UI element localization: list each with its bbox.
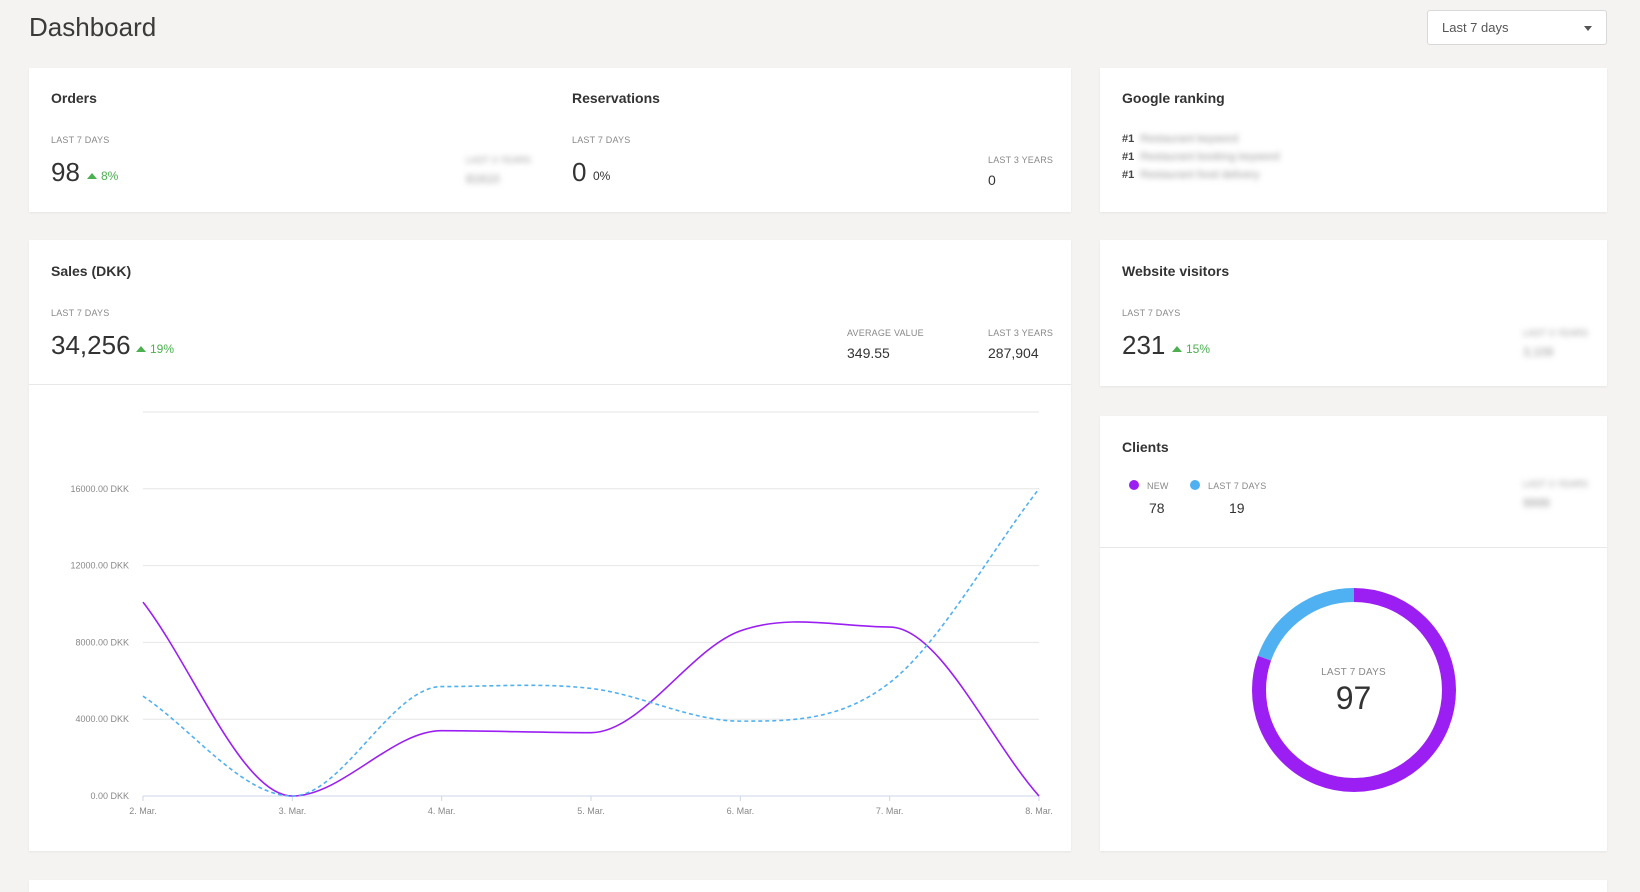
clients-new-value: 78 bbox=[1149, 500, 1165, 516]
sales-total-caption: LAST 3 YEARS bbox=[988, 328, 1054, 338]
ranking-keyword: Restaurant booking keyword bbox=[1140, 151, 1280, 163]
orders-caption: LAST 7 DAYS bbox=[51, 135, 110, 145]
sales-delta-text: 19% bbox=[150, 342, 175, 356]
ranking-position: #1 bbox=[1122, 169, 1135, 181]
x-tick-label: 4. Mar. bbox=[428, 806, 456, 816]
y-tick-label: 16000.00 DKK bbox=[70, 484, 129, 494]
sales-card: Sales (DKK) LAST 7 DAYS 34,256 19% AVERA… bbox=[29, 240, 1071, 851]
bottom-card bbox=[29, 880, 1607, 892]
clients-last7-value: 19 bbox=[1229, 500, 1245, 516]
sales-avg-caption: AVERAGE VALUE bbox=[847, 328, 924, 338]
orders-value: 98 bbox=[51, 157, 80, 187]
legend-new-label: NEW bbox=[1147, 481, 1169, 491]
visitors-title: Website visitors bbox=[1122, 263, 1230, 279]
sales-chart: 0.00 DKK 4000.00 DKK 8000.00 DKK 12000.00 D… bbox=[70, 411, 1053, 816]
y-tick-label: 12000.00 DKK bbox=[70, 561, 129, 571]
donut-segment-1 bbox=[1252, 588, 1456, 792]
legend-last7-label: LAST 7 DAYS bbox=[1208, 481, 1267, 491]
x-tick-label: 7. Mar. bbox=[876, 806, 904, 816]
reservations-value: 0 bbox=[572, 157, 587, 187]
sales-delta: 19% bbox=[136, 342, 174, 356]
x-tick-label: 2. Mar. bbox=[129, 806, 157, 816]
trend-up-icon bbox=[1172, 346, 1182, 352]
x-tick-label: 8. Mar. bbox=[1025, 806, 1053, 816]
reservations-side-caption: LAST 3 YEARS bbox=[988, 155, 1054, 165]
trend-up-icon bbox=[136, 346, 146, 352]
clients-divider bbox=[1100, 547, 1607, 548]
period-select-value: Last 7 days bbox=[1442, 20, 1509, 35]
clients-side-caption: LAST 3 YEARS bbox=[1523, 479, 1589, 489]
donut-caption: LAST 7 DAYS bbox=[1321, 667, 1386, 678]
ranking-row: #1 Restaurant booking keyword bbox=[1122, 151, 1280, 163]
clients-title: Clients bbox=[1122, 439, 1169, 455]
y-tick-label: 0.00 DKK bbox=[90, 791, 129, 801]
legend-dot-new bbox=[1129, 480, 1139, 490]
orders-title: Orders bbox=[51, 90, 97, 106]
sales-caption: LAST 7 DAYS bbox=[51, 308, 110, 318]
sales-title: Sales (DKK) bbox=[51, 263, 132, 279]
visitors-side-caption: LAST 3 YEARS bbox=[1523, 328, 1589, 338]
caret-down-icon bbox=[1584, 26, 1592, 31]
page-title: Dashboard bbox=[29, 12, 157, 42]
visitors-delta: 15% bbox=[1172, 342, 1210, 356]
reservations-side-value: 0 bbox=[988, 172, 996, 188]
orders-side-caption: LAST 3 YEARS bbox=[466, 155, 532, 165]
legend-dot-last7 bbox=[1190, 480, 1200, 490]
orders-delta-text: 8% bbox=[101, 169, 119, 183]
clients-card: Clients NEW 78 LAST 7 DAYS 19 LAST 3 YEA… bbox=[1100, 416, 1607, 851]
x-tick-label: 5. Mar. bbox=[577, 806, 605, 816]
website-visitors-card: Website visitors LAST 7 DAYS 231 15% LAS… bbox=[1100, 240, 1607, 386]
period-select[interactable]: Last 7 days bbox=[1427, 10, 1607, 45]
sales-total-value: 287,904 bbox=[988, 345, 1039, 361]
clients-donut-chart bbox=[1252, 588, 1456, 792]
ranking-row: #1 Restaurant keyword bbox=[1122, 133, 1238, 145]
sales-value: 34,256 bbox=[51, 330, 131, 360]
donut-value: 97 bbox=[1335, 680, 1372, 716]
y-tick-label: 8000.00 DKK bbox=[75, 637, 129, 647]
clients-side-value: 9999 bbox=[1523, 496, 1550, 510]
google-ranking-card: Google ranking #1 Restaurant keyword #1 Re… bbox=[1100, 68, 1607, 212]
trend-up-icon bbox=[87, 173, 97, 179]
google-ranking-title: Google ranking bbox=[1122, 90, 1225, 106]
ranking-keyword: Restaurant keyword bbox=[1140, 133, 1239, 145]
visitors-side-value: 3,109 bbox=[1523, 345, 1554, 359]
reservations-delta: 0% bbox=[593, 169, 611, 183]
series-line-0 bbox=[142, 601, 1040, 797]
orders-delta: 8% bbox=[87, 169, 118, 183]
ranking-keyword: Restaurant food delivery bbox=[1140, 169, 1260, 181]
ranking-position: #1 bbox=[1122, 151, 1135, 163]
visitors-caption: LAST 7 DAYS bbox=[1122, 308, 1181, 318]
x-tick-label: 3. Mar. bbox=[279, 806, 307, 816]
ranking-row: #1 Restaurant food delivery bbox=[1122, 169, 1259, 181]
orders-reservations-card: Orders LAST 7 DAYS 98 8% LAST 3 YEARS 81… bbox=[29, 68, 1071, 212]
visitors-value: 231 bbox=[1122, 330, 1166, 360]
orders-side-value: 81610 bbox=[466, 172, 500, 186]
reservations-title: Reservations bbox=[572, 90, 660, 106]
sales-divider bbox=[29, 384, 1071, 385]
visitors-delta-text: 15% bbox=[1186, 342, 1211, 356]
sales-avg-value: 349.55 bbox=[847, 345, 890, 361]
y-tick-label: 4000.00 DKK bbox=[75, 714, 129, 724]
ranking-position: #1 bbox=[1122, 133, 1135, 145]
x-tick-label: 6. Mar. bbox=[727, 806, 755, 816]
reservations-caption: LAST 7 DAYS bbox=[572, 135, 631, 145]
